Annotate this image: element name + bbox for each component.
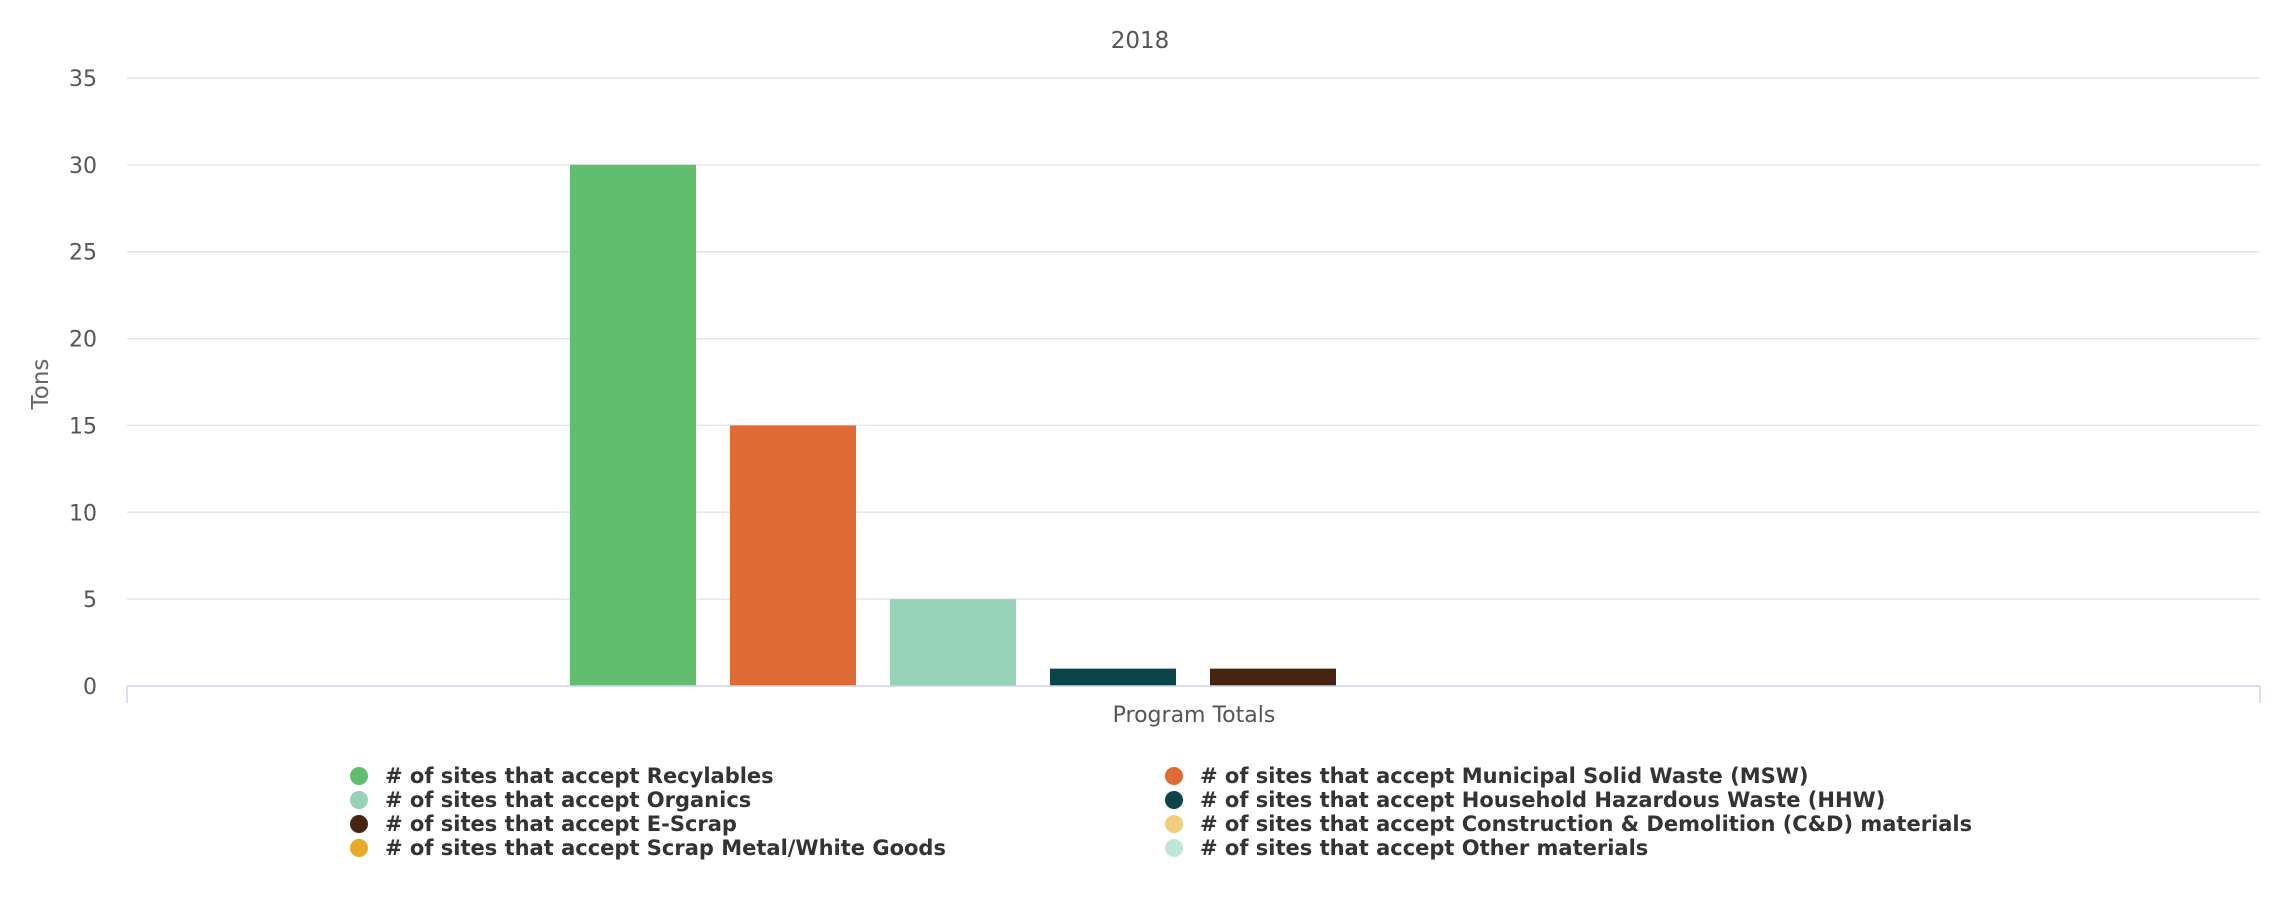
legend-label: # of sites that accept Municipal Solid W… xyxy=(1200,764,1809,788)
legend-item[interactable]: # of sites that accept E-Scrap xyxy=(350,812,1165,836)
legend-item[interactable]: # of sites that accept Municipal Solid W… xyxy=(1165,764,2025,788)
bar[interactable] xyxy=(1210,668,1336,686)
bar[interactable] xyxy=(1050,668,1176,686)
legend-label: # of sites that accept Construction & De… xyxy=(1200,812,1973,836)
y-tick-label: 20 xyxy=(69,328,97,353)
y-axis-title: Tons xyxy=(28,359,54,411)
y-axis-ticks: 0 5 10 15 20 25 30 35 xyxy=(69,67,97,700)
y-tick-label: 25 xyxy=(69,241,97,266)
legend-label: # of sites that accept Recylables xyxy=(385,764,774,788)
legend-item[interactable]: # of sites that accept Organics xyxy=(350,788,1165,812)
bar-chart: 2018 0 5 10 15 20 25 30 35 Tons Program Totals xyxy=(28,28,2261,728)
gridlines xyxy=(127,77,2260,600)
legend-item[interactable]: # of sites that accept Household Hazardo… xyxy=(1165,788,2025,812)
legend-label: # of sites that accept E-Scrap xyxy=(385,812,737,836)
legend-dot-icon xyxy=(350,767,368,785)
legend-item[interactable]: # of sites that accept Other materials xyxy=(1165,836,2025,860)
legend-item[interactable]: # of sites that accept Construction & De… xyxy=(1165,812,2025,836)
legend-label: # of sites that accept Scrap Metal/White… xyxy=(385,836,946,860)
bars xyxy=(570,164,1336,686)
chart-title: 2018 xyxy=(1111,28,1170,54)
y-tick-label: 30 xyxy=(69,154,97,179)
y-tick-label: 5 xyxy=(83,588,97,613)
legend-dot-icon xyxy=(1165,815,1183,833)
legend-dot-icon xyxy=(350,815,368,833)
legend-dot-icon xyxy=(1165,791,1183,809)
bar[interactable] xyxy=(730,425,856,686)
y-tick-label: 10 xyxy=(69,501,97,526)
bar[interactable] xyxy=(890,599,1016,686)
legend-item[interactable]: # of sites that accept Recylables xyxy=(350,764,1165,788)
x-category-label: Program Totals xyxy=(1113,703,1276,728)
bar[interactable] xyxy=(570,164,696,686)
y-tick-label: 0 xyxy=(83,675,97,700)
legend-dot-icon xyxy=(1165,767,1183,785)
legend-label: # of sites that accept Household Hazardo… xyxy=(1200,788,1886,812)
legend-item[interactable]: # of sites that accept Scrap Metal/White… xyxy=(350,836,1165,860)
legend-dot-icon xyxy=(350,839,368,857)
legend-label: # of sites that accept Organics xyxy=(385,788,752,812)
legend: # of sites that accept Recylables # of si… xyxy=(350,764,2050,860)
legend-dot-icon xyxy=(1165,839,1183,857)
y-tick-label: 15 xyxy=(69,414,97,439)
y-tick-label: 35 xyxy=(69,67,97,92)
legend-label: # of sites that accept Other materials xyxy=(1200,836,1649,860)
x-axis-ticks: Program Totals xyxy=(126,686,2261,728)
legend-dot-icon xyxy=(350,791,368,809)
